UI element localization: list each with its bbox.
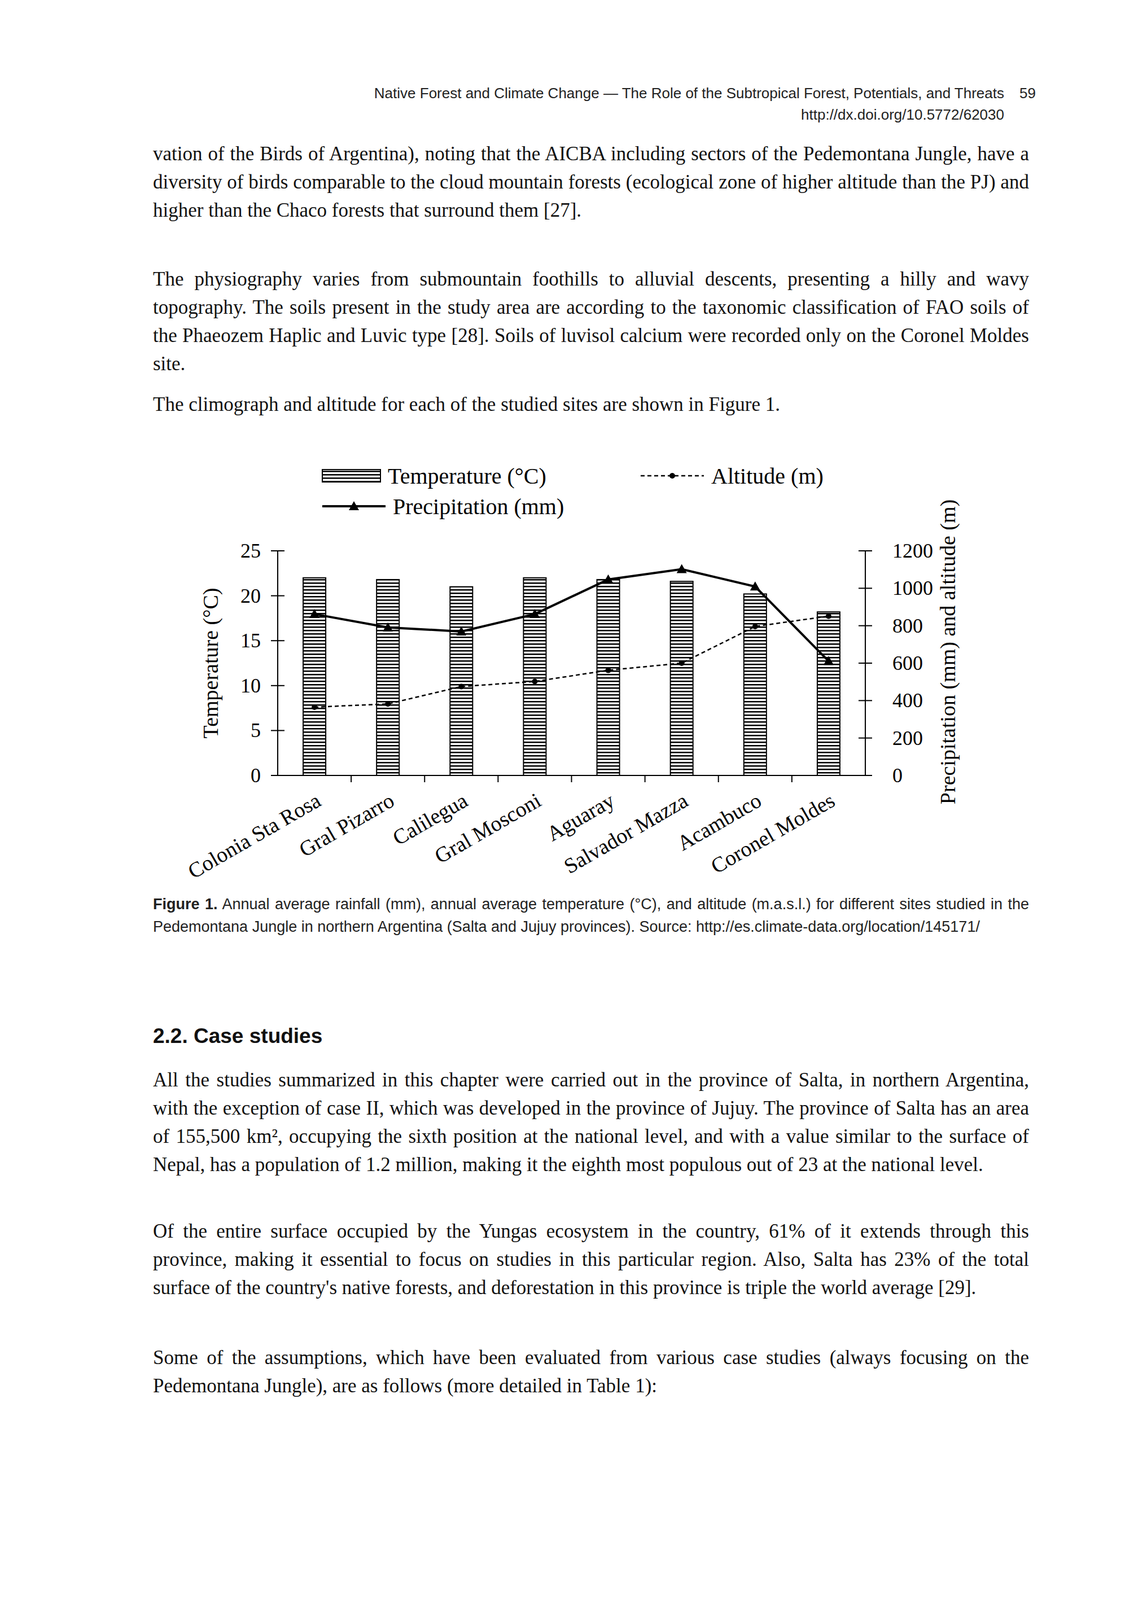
y2-tick	[858, 587, 873, 589]
x-tick	[791, 775, 793, 783]
legend-label: Temperature (°C)	[387, 463, 547, 489]
line	[314, 616, 829, 708]
paragraph: Some of the assumptions, which have been…	[152, 1343, 1030, 1401]
x-tick	[571, 775, 573, 783]
y2-tick	[858, 775, 873, 777]
legend-label: Altitude (m)	[711, 463, 824, 489]
x-tick	[644, 775, 646, 783]
x-tick-label: Salvador Mazza	[559, 787, 693, 878]
y-tick	[270, 640, 285, 642]
bar	[670, 581, 694, 776]
marker	[382, 622, 393, 632]
y2-tick	[858, 699, 873, 702]
marker	[825, 613, 832, 620]
marker	[603, 574, 614, 584]
x-tick	[497, 775, 499, 783]
x-tick	[717, 775, 720, 783]
marker	[311, 704, 318, 711]
paragraph: vation of the Birds of Argentina), notin…	[152, 139, 1030, 225]
y-tick	[270, 685, 285, 687]
marker	[676, 564, 687, 574]
line	[314, 569, 829, 662]
caption-label: Figure 1.	[152, 895, 218, 913]
y2-tick	[858, 662, 873, 664]
marker	[529, 609, 540, 619]
x-tick-label: Coronel Moldes	[706, 788, 839, 879]
marker	[823, 655, 834, 665]
marker	[750, 581, 761, 591]
y-tick-label: 5	[250, 719, 261, 742]
y-tick	[270, 729, 285, 731]
doi: http://dx.doi.org/10.5772/62030	[800, 106, 1005, 124]
x-tick	[350, 775, 352, 783]
y-tick	[270, 550, 285, 552]
plot-area	[303, 564, 840, 776]
y-tick-label: 20	[240, 584, 261, 608]
y2-tick-label: 800	[892, 614, 923, 638]
y2-tick	[858, 550, 873, 552]
x-tick-label: Gral Mosconi	[430, 788, 546, 869]
y-tick-label: 15	[240, 629, 261, 652]
paragraph: Of the entire surface occupied by the Yu…	[152, 1217, 1030, 1303]
caption-text: Annual average rainfall (mm), annual ave…	[152, 895, 1030, 936]
y2-tick-label: 600	[892, 651, 923, 675]
x-tick	[423, 775, 426, 783]
marker	[458, 683, 464, 690]
y2-tick-label: 200	[892, 727, 923, 750]
bar	[303, 578, 326, 776]
chart: 0 5 10 15 20 25 0 200 400 600 800 1000 1200 Temperatu…	[0, 0, 1134, 1600]
y-axis	[277, 550, 279, 776]
bar	[743, 593, 767, 776]
y-tick-label: 10	[240, 674, 261, 698]
marker	[309, 609, 320, 619]
section-heading: 2.2. Case studies	[152, 1024, 323, 1049]
y-tick	[270, 775, 285, 777]
bar	[449, 587, 473, 776]
marker	[531, 679, 538, 685]
y2-tick	[858, 737, 873, 739]
running-title: Native Forest and Climate Change — The R…	[374, 84, 1005, 103]
paragraph: All the studies summarized in this chapt…	[152, 1066, 1030, 1180]
bar	[817, 611, 840, 776]
y-tick-label: 25	[240, 539, 261, 563]
bar	[376, 579, 400, 776]
legend-marker	[669, 473, 676, 479]
page-number: 59	[1019, 84, 1036, 103]
marker	[679, 660, 685, 667]
y2-tick-label: 1000	[892, 576, 934, 600]
y-tick-label: 0	[250, 764, 261, 787]
y2-tick-label: 400	[892, 689, 923, 712]
y2-axis-title: Precipitation (mm) and altitude (m)	[935, 499, 961, 805]
y2-tick-label: 0	[892, 764, 903, 787]
paragraph: The climograph and altitude for each of …	[152, 390, 1030, 419]
bar	[523, 578, 546, 776]
legend-label: Precipitation (mm)	[392, 493, 564, 520]
marker	[752, 623, 759, 630]
legend-marker	[348, 501, 359, 511]
paragraph: The physiography varies from submountain…	[152, 265, 1030, 379]
legend-swatch	[322, 469, 381, 483]
marker	[605, 667, 612, 674]
marker	[456, 626, 467, 636]
marker	[384, 701, 391, 707]
figure-caption: Figure 1. Annual average rainfall (mm), …	[152, 892, 1030, 939]
y2-tick-label: 1200	[892, 539, 934, 563]
y-tick	[270, 595, 285, 597]
x-tick-label: Gral Pizarro	[294, 788, 398, 862]
y2-tick	[858, 625, 873, 627]
bar	[597, 579, 620, 776]
y-axis-title: Temperature (°C)	[198, 588, 223, 739]
